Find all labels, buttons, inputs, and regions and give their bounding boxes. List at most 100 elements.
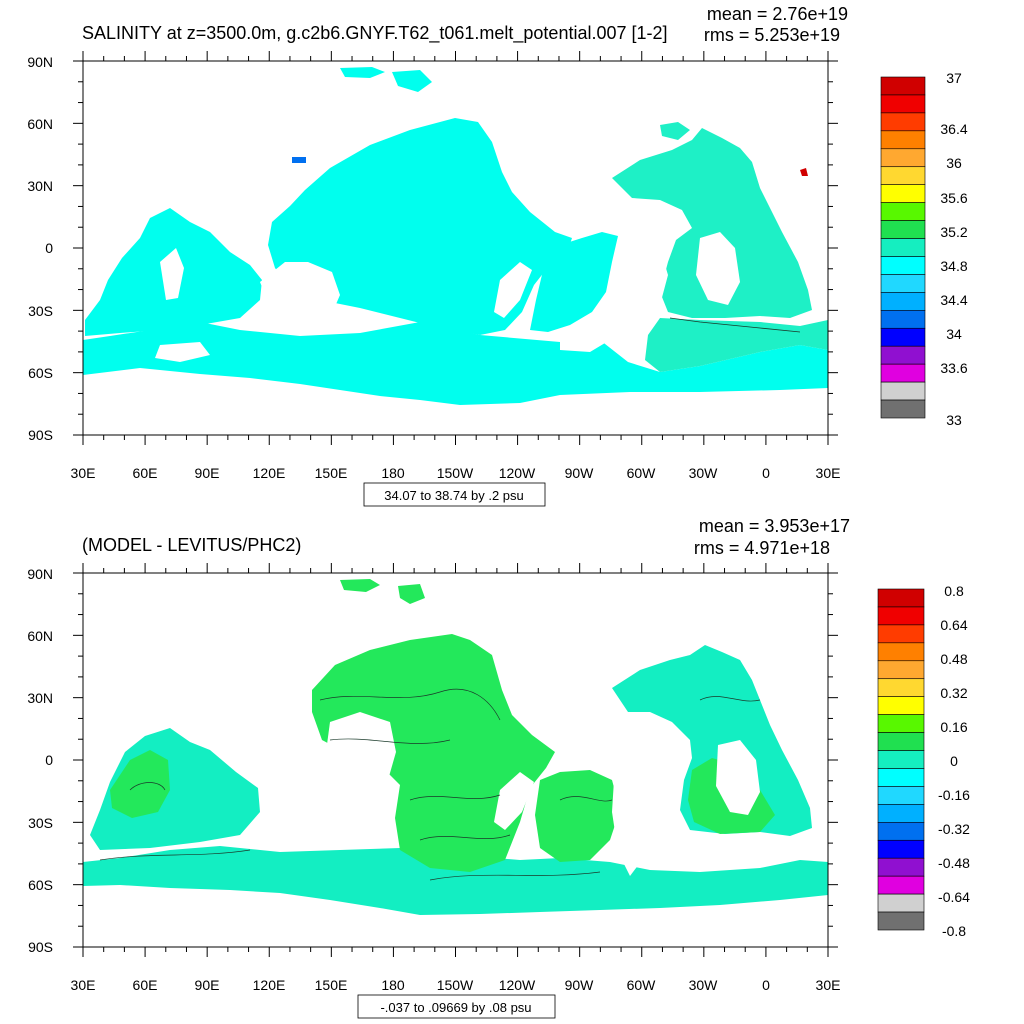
- colorbar-swatch: [877, 624, 925, 644]
- colorbar-swatch: [880, 220, 926, 239]
- upper-lat-label: 90S: [28, 427, 53, 443]
- colorbar-swatch: [880, 166, 926, 185]
- colorbar-swatch: [877, 714, 925, 733]
- lower-colorbar-label: 0: [950, 753, 958, 769]
- lower-colorbar-label: 0.8: [944, 583, 964, 599]
- lower-title: (MODEL - LEVITUS/PHC2): [82, 535, 301, 555]
- lower-colorbar: [877, 588, 925, 931]
- lower-colorbar-label: 0.16: [940, 719, 967, 735]
- lower-arctic-patch-2: [398, 584, 425, 604]
- lower-lon-label: 30E: [71, 977, 96, 993]
- lower-colorbar-label: -0.8: [942, 923, 966, 939]
- upper-southern-ocean: [83, 322, 828, 405]
- upper-colorbar-label: 36.4: [940, 121, 967, 137]
- upper-mean-label: mean = 2.76e+19: [707, 4, 848, 24]
- lower-lon-label: 60E: [133, 977, 158, 993]
- lower-lon-label: 60W: [627, 977, 657, 993]
- upper-lon-label: 90W: [565, 465, 595, 481]
- upper-lon-label: 30W: [689, 465, 719, 481]
- lower-lon-label: 0: [762, 977, 770, 993]
- lower-lon-label: 150W: [437, 977, 474, 993]
- colorbar-swatch: [877, 786, 925, 805]
- colorbar-swatch: [877, 768, 925, 787]
- colorbar-swatch: [877, 822, 925, 841]
- upper-colorbar-label: 34.8: [940, 258, 967, 274]
- upper-land-ridge-2: [560, 320, 610, 352]
- colorbar-swatch: [880, 363, 926, 383]
- lower-lat-label: 90N: [27, 566, 53, 582]
- lower-indian-cyan: [90, 728, 260, 850]
- upper-lat-label: 0: [45, 240, 53, 256]
- lower-rms-label: rms = 4.971e+18: [694, 538, 830, 558]
- lower-arctic-patch: [340, 579, 380, 592]
- colorbar-swatch: [877, 660, 925, 680]
- upper-contour-info-box: [363, 482, 546, 507]
- lower-east-pacific: [535, 770, 620, 862]
- upper-lon-label: 150W: [437, 465, 474, 481]
- lower-lat-label: 30N: [27, 690, 53, 706]
- lower-contour-info-box: [357, 994, 556, 1019]
- lower-lon-label: 30W: [689, 977, 719, 993]
- lower-lat-label: 30S: [28, 815, 53, 831]
- lower-colorbar-labels: 0.8 0.64 0.48 0.32 0.16 0 -0.16 -0.32 -0…: [938, 583, 970, 939]
- colorbar-swatch: [880, 381, 926, 401]
- upper-blue-patch: [292, 157, 306, 163]
- lower-southern-band: [83, 846, 828, 915]
- colorbar-swatch: [877, 804, 925, 823]
- upper-colorbar-label: 34: [946, 326, 962, 342]
- colorbar-swatch: [880, 310, 926, 329]
- upper-lon-label: 30E: [816, 465, 841, 481]
- lower-land-south-america: [612, 748, 668, 876]
- colorbar-swatch: [880, 327, 926, 347]
- colorbar-swatch: [877, 875, 925, 895]
- upper-colorbar: [880, 76, 926, 419]
- lower-north-atlantic: [612, 645, 812, 836]
- colorbar-swatch: [880, 148, 926, 168]
- upper-red-patch: [800, 168, 808, 176]
- colorbar-swatch: [880, 238, 926, 257]
- upper-lon-label: 120E: [253, 465, 286, 481]
- lower-panel: (MODEL - LEVITUS/PHC2) mean = 3.953e+17 …: [27, 516, 970, 1019]
- upper-land-ridge: [494, 262, 532, 318]
- upper-lat-label: 60N: [27, 116, 53, 132]
- upper-colorbar-label: 36: [946, 155, 962, 171]
- upper-lon-label: 90E: [195, 465, 220, 481]
- lower-lon-labels: 30E 60E 90E 120E 150E 180 150W 120W 90W …: [71, 977, 841, 993]
- upper-title: SALINITY at z=3500.0m, g.c2b6.GNYF.T62_t…: [82, 23, 668, 44]
- upper-south-atlantic: [645, 318, 828, 372]
- colorbar-swatch: [880, 256, 926, 275]
- upper-lat-label: 90N: [27, 54, 53, 70]
- upper-land-antarctica-rise: [155, 342, 210, 362]
- colorbar-swatch: [880, 94, 926, 114]
- lower-colorbar-label: 0.32: [940, 685, 967, 701]
- upper-lon-label: 120W: [499, 465, 536, 481]
- lower-lon-label: 150E: [315, 977, 348, 993]
- upper-colorbar-label: 35.2: [940, 224, 967, 240]
- upper-colorbar-label: 37: [946, 70, 962, 86]
- upper-lat-labels: 90N 60N 30N 0 30S 60S 90S: [27, 54, 53, 443]
- upper-land-south-america: [612, 235, 668, 360]
- lower-lat-label: 60N: [27, 628, 53, 644]
- colorbar-swatch: [880, 202, 926, 221]
- upper-lat-label: 30S: [28, 303, 53, 319]
- colorbar-swatch: [877, 678, 925, 697]
- lower-land-ridge: [494, 772, 534, 830]
- upper-colorbar-label: 34.4: [940, 292, 967, 308]
- lower-lon-label: 180: [381, 977, 405, 993]
- upper-panel: SALINITY at z=3500.0m, g.c2b6.GNYF.T62_t…: [27, 4, 968, 507]
- lower-land-central: [326, 712, 396, 790]
- lower-contour-lines: [99, 688, 761, 881]
- colorbar-swatch: [877, 893, 925, 913]
- upper-lon-label: 0: [762, 465, 770, 481]
- colorbar-swatch: [877, 696, 925, 715]
- upper-contour-info: 34.07 to 38.74 by .2 psu: [384, 488, 524, 503]
- colorbar-swatch: [877, 588, 925, 608]
- upper-lon-label: 180: [381, 465, 405, 481]
- upper-lon-label: 150E: [315, 465, 348, 481]
- upper-contour-south: [669, 317, 801, 333]
- colorbar-swatch: [880, 399, 926, 419]
- upper-bering: [340, 67, 385, 78]
- lower-lon-label: 90W: [565, 977, 595, 993]
- colorbar-swatch: [880, 292, 926, 311]
